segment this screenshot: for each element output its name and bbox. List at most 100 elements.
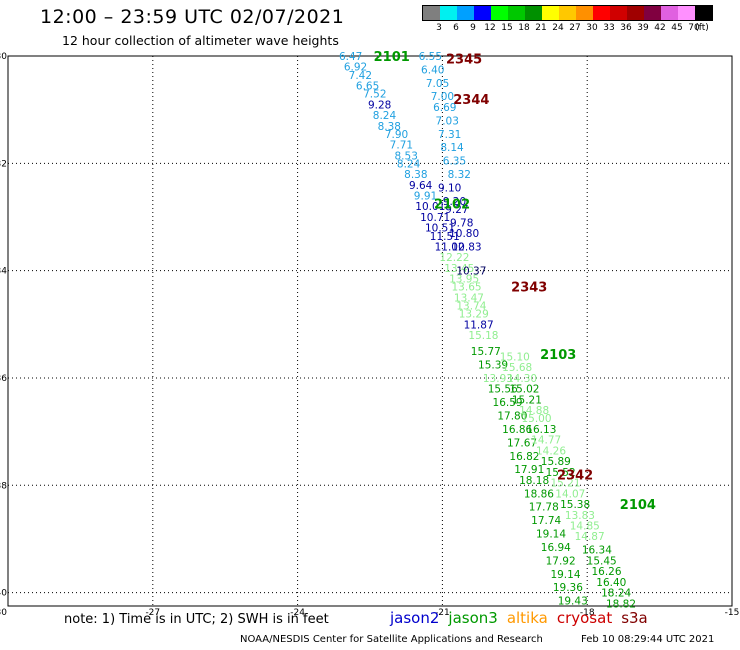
wave-height-value: 7.03	[436, 115, 459, 127]
legend-swatch	[508, 6, 525, 20]
wave-height-value: 8.14	[440, 142, 464, 154]
wave-height-value: 10.01	[415, 201, 445, 213]
wave-height-value: 13.29	[459, 309, 489, 321]
wave-height-value: 18.18	[519, 475, 549, 487]
legend-swatch	[491, 6, 508, 20]
wave-height-value: 15.00	[521, 413, 551, 425]
wave-height-value: 6.47	[339, 51, 362, 63]
legend-label: 15	[501, 23, 513, 33]
pass-time-label: 2101	[374, 50, 410, 65]
satellite-altika: altika	[506, 609, 548, 627]
wave-height-value: 16.59	[493, 397, 523, 409]
wave-height-value: 14.07	[555, 488, 585, 500]
wave-height-value: 7.42	[349, 70, 372, 82]
legend-label: 12	[484, 23, 496, 33]
lat-tick-label: -36	[0, 374, 7, 384]
wave-height-value: 7.05	[426, 78, 449, 90]
wave-height-value: 11.87	[464, 319, 494, 331]
wave-height-value: 17.80	[497, 411, 527, 423]
legend-label: 9	[470, 23, 476, 33]
legend-label: 42	[654, 23, 666, 33]
wave-height-value: 14.87	[575, 531, 605, 543]
wave-height-value: 7.31	[438, 129, 461, 141]
wave-height-value: 16.40	[596, 577, 626, 589]
wave-height-value: 11.51	[430, 231, 460, 243]
legend-swatch	[423, 6, 440, 20]
wave-height-value: 13.65	[452, 282, 482, 294]
wave-height-value: 13.95	[449, 274, 479, 286]
legend-swatch	[610, 6, 627, 20]
wave-height-value: 9.10	[438, 182, 461, 194]
legend-swatch	[644, 6, 661, 20]
pass-time-label: 2102	[434, 198, 470, 213]
color-legend: 3 6 9 12 15 18 21 24 27 30 33 36 39 42 45 70 (ft)	[422, 5, 713, 35]
wave-height-value: 17.74	[531, 515, 561, 527]
legend-label: 39	[637, 23, 649, 33]
wave-height-value: 14.88	[519, 405, 549, 417]
legend-swatch	[457, 6, 474, 20]
pass-time-label: 2104	[620, 498, 656, 513]
legend-swatch	[440, 6, 457, 20]
wave-height-value: 13.47	[454, 292, 484, 304]
wave-height-value: 7.00	[431, 91, 454, 103]
wave-height-value: 13.93	[483, 373, 513, 385]
wave-height-value: 8.32	[448, 169, 471, 181]
legend-label: 3	[436, 23, 442, 33]
lat-tick-label: -34	[0, 267, 7, 277]
wave-height-value: 8.38	[378, 121, 401, 133]
legend-label: 18	[518, 23, 530, 33]
legend-color-bar	[422, 5, 713, 21]
generated-timestamp: Feb 10 08:29:44 UTC 2021	[581, 634, 715, 645]
lat-tick-label: -32	[0, 159, 7, 169]
wave-height-value: 13.83	[565, 510, 595, 522]
wave-height-value: 6.40	[421, 64, 444, 76]
legend-swatch	[525, 6, 542, 20]
legend-swatch	[474, 6, 491, 20]
wave-height-value: 15.56	[488, 384, 518, 396]
satellite-jason2: jason2	[390, 609, 440, 627]
wave-height-value: 7.90	[385, 129, 408, 141]
legend-label: 45	[671, 23, 683, 33]
wave-height-value: 14.30	[507, 373, 537, 385]
legend-label: 70	[688, 23, 700, 33]
wave-height-value: 6.69	[433, 102, 456, 114]
wave-height-value: 10.80	[449, 228, 479, 240]
pass-time-label: 2344	[453, 93, 489, 108]
lon-tick-label: -24	[290, 608, 305, 618]
pass-time-label: 2342	[557, 469, 593, 484]
lon-tick-label: -15	[725, 608, 740, 618]
wave-height-value: 9.28	[368, 99, 391, 111]
wave-height-value: 16.82	[509, 451, 539, 463]
wave-height-value: 10.51	[425, 223, 455, 235]
legend-label: (ft)	[695, 23, 709, 33]
legend-swatch	[542, 6, 559, 20]
lat-tick-label: -30	[0, 52, 7, 62]
lon-tick-label: -21	[435, 608, 450, 618]
lat-tick-label: -38	[0, 481, 7, 491]
satellite-cryosat: cryosat	[556, 609, 613, 627]
wave-height-value: 15.38	[560, 499, 590, 511]
wave-height-value: 15.68	[502, 362, 532, 374]
credit-line: NOAA/NESDIS Center for Satellite Applica…	[240, 634, 543, 645]
wave-height-value: 12.22	[439, 252, 469, 264]
footnote: note: 1) Time is in UTC; 2) SWH is in fe…	[64, 612, 329, 627]
wave-height-value: 19.43	[558, 596, 588, 608]
wave-height-value: 8.24	[397, 158, 421, 170]
wave-height-value: 15.45	[587, 555, 617, 567]
wave-height-value: 6.55	[419, 51, 442, 63]
legend-label: 27	[569, 23, 581, 33]
chart-title: 12:00 – 23:59 UTC 02/07/2021	[40, 6, 345, 28]
wave-height-value: 15.02	[509, 384, 539, 396]
wave-height-value: 15.39	[478, 360, 508, 372]
wave-height-value: 19.36	[553, 582, 583, 594]
wave-height-value: 16.26	[591, 566, 621, 578]
legend-label: 33	[603, 23, 615, 33]
wave-height-value: 9.64	[409, 180, 433, 192]
wave-height-value: 15.89	[541, 456, 571, 468]
corner-lat-label: -30	[0, 608, 7, 618]
wave-height-value: 6.35	[443, 156, 466, 168]
wave-height-value: 10.37	[456, 266, 486, 278]
wave-height-value: 15.10	[500, 351, 530, 363]
legend-swatch	[627, 6, 644, 20]
wave-height-value: 15.21	[550, 478, 580, 490]
